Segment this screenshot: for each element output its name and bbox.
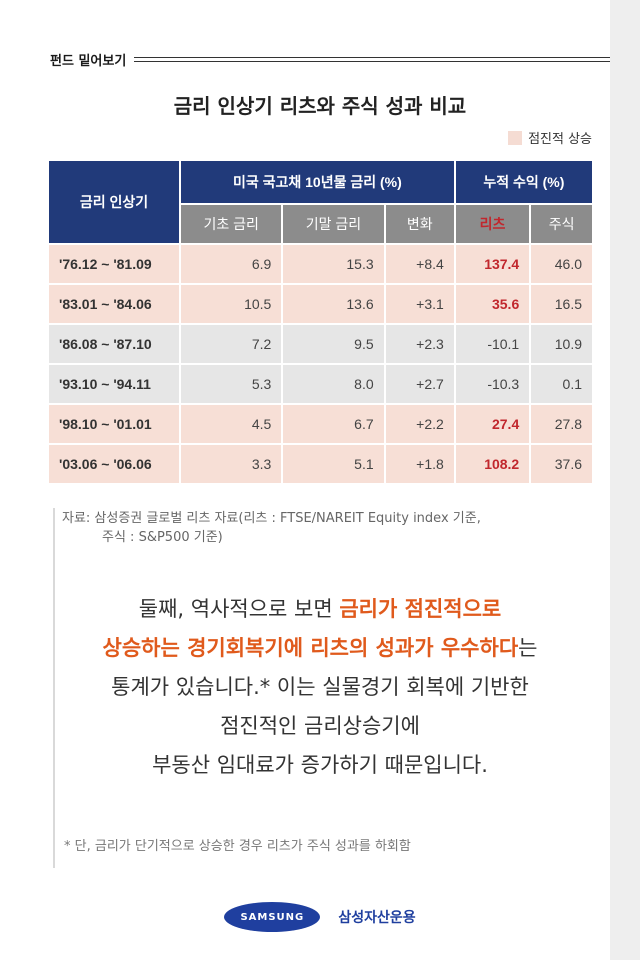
- body-text: 는: [518, 636, 538, 660]
- base-cell: 5.3: [181, 365, 282, 403]
- body-text: 점진적인 금리상승기에: [220, 714, 420, 738]
- source-line: 자료: 삼성증권 글로벌 리츠 자료(리츠 : FTSE/NAREIT Equi…: [62, 511, 481, 526]
- reit-cell: 27.4: [455, 405, 530, 443]
- col-change: 변화: [385, 205, 454, 243]
- reit-cell: 35.6: [455, 285, 530, 323]
- rate-group-header: 미국 국고채 10년물 금리 (%): [181, 161, 454, 203]
- stock-cell: 27.8: [531, 405, 592, 443]
- body-text: 둘째, 역사적으로 보면: [138, 597, 340, 621]
- stock-cell: 37.6: [531, 445, 592, 483]
- change-cell: +3.1: [385, 285, 454, 323]
- base-cell: 6.9: [181, 245, 282, 283]
- base-cell: 7.2: [181, 325, 282, 363]
- stock-cell: 10.9: [531, 325, 592, 363]
- col-end-rate: 기말 금리: [283, 205, 384, 243]
- body-text: 부동산 임대료가 증가하기 때문입니다.: [152, 753, 488, 777]
- stock-cell: 46.0: [531, 245, 592, 283]
- period-header: 금리 인상기: [49, 161, 179, 243]
- source-line: 주식 : S&P500 기준): [102, 529, 223, 545]
- end-cell: 15.3: [283, 245, 384, 283]
- change-cell: +2.3: [385, 325, 454, 363]
- return-group-header: 누적 수익 (%): [455, 161, 592, 203]
- left-accent-bar: [53, 508, 55, 868]
- period-cell: '86.08 ~ '87.10: [49, 325, 179, 363]
- section-rule: [134, 56, 610, 62]
- highlight-text: 금리가 점진적으로: [339, 597, 502, 621]
- section-header: 펀드 밑어보기: [50, 48, 610, 70]
- body-paragraph: 둘째, 역사적으로 보면 금리가 점진적으로 상승하는 경기회복기에 리츠의 성…: [40, 590, 600, 785]
- period-cell: '93.10 ~ '94.11: [49, 365, 179, 403]
- base-cell: 3.3: [181, 445, 282, 483]
- period-cell: '03.06 ~ '06.06: [49, 445, 179, 483]
- samsung-logo: SAMSUNG: [224, 902, 321, 932]
- reit-cell: 108.2: [455, 445, 530, 483]
- period-cell: '76.12 ~ '81.09: [49, 245, 179, 283]
- end-cell: 9.5: [283, 325, 384, 363]
- change-cell: +2.2: [385, 405, 454, 443]
- end-cell: 5.1: [283, 445, 384, 483]
- end-cell: 6.7: [283, 405, 384, 443]
- reit-cell: -10.1: [455, 325, 530, 363]
- col-reit: 리츠: [455, 205, 530, 243]
- side-strip: [610, 0, 640, 960]
- change-cell: +8.4: [385, 245, 454, 283]
- end-cell: 13.6: [283, 285, 384, 323]
- table-row: '03.06 ~ '06.06 3.3 5.1 +1.8 108.2 37.6: [49, 445, 592, 483]
- base-cell: 10.5: [181, 285, 282, 323]
- table-row: '98.10 ~ '01.01 4.5 6.7 +2.2 27.4 27.8: [49, 405, 592, 443]
- stock-cell: 16.5: [531, 285, 592, 323]
- stock-cell: 0.1: [531, 365, 592, 403]
- period-cell: '83.01 ~ '84.06: [49, 285, 179, 323]
- section-label: 펀드 밑어보기: [50, 53, 127, 69]
- comparison-table: 금리 인상기 미국 국고채 10년물 금리 (%) 누적 수익 (%) 기초 금…: [47, 159, 594, 485]
- source-note: 자료: 삼성증권 글로벌 리츠 자료(리츠 : FTSE/NAREIT Equi…: [62, 510, 602, 548]
- period-cell: '98.10 ~ '01.01: [49, 405, 179, 443]
- footnote: * 단, 금리가 단기적으로 상승한 경우 리츠가 주식 성과를 하회함: [64, 839, 411, 854]
- legend-label: 점진적 상승: [528, 132, 592, 147]
- table-row: '76.12 ~ '81.09 6.9 15.3 +8.4 137.4 46.0: [49, 245, 592, 283]
- reit-cell: -10.3: [455, 365, 530, 403]
- change-cell: +1.8: [385, 445, 454, 483]
- body-text: 통계가 있습니다.* 이는 실물경기 회복에 기반한: [111, 675, 529, 699]
- base-cell: 4.5: [181, 405, 282, 443]
- change-cell: +2.7: [385, 365, 454, 403]
- legend: 점진적 상승: [508, 128, 592, 147]
- highlight-text: 상승하는 경기회복기에 리츠의 성과가 우수하다: [102, 636, 519, 660]
- end-cell: 8.0: [283, 365, 384, 403]
- brand-footer: SAMSUNG 삼성자산운용: [0, 902, 640, 932]
- brand-name: 삼성자산운용: [338, 910, 416, 926]
- reit-cell: 137.4: [455, 245, 530, 283]
- col-stock: 주식: [531, 205, 592, 243]
- table-row: '93.10 ~ '94.11 5.3 8.0 +2.7 -10.3 0.1: [49, 365, 592, 403]
- col-base-rate: 기초 금리: [181, 205, 282, 243]
- table-row: '86.08 ~ '87.10 7.2 9.5 +2.3 -10.1 10.9: [49, 325, 592, 363]
- page-title: 금리 인상기 리츠와 주식 성과 비교: [173, 94, 467, 118]
- table-row: '83.01 ~ '84.06 10.5 13.6 +3.1 35.6 16.5: [49, 285, 592, 323]
- legend-swatch: [508, 130, 523, 145]
